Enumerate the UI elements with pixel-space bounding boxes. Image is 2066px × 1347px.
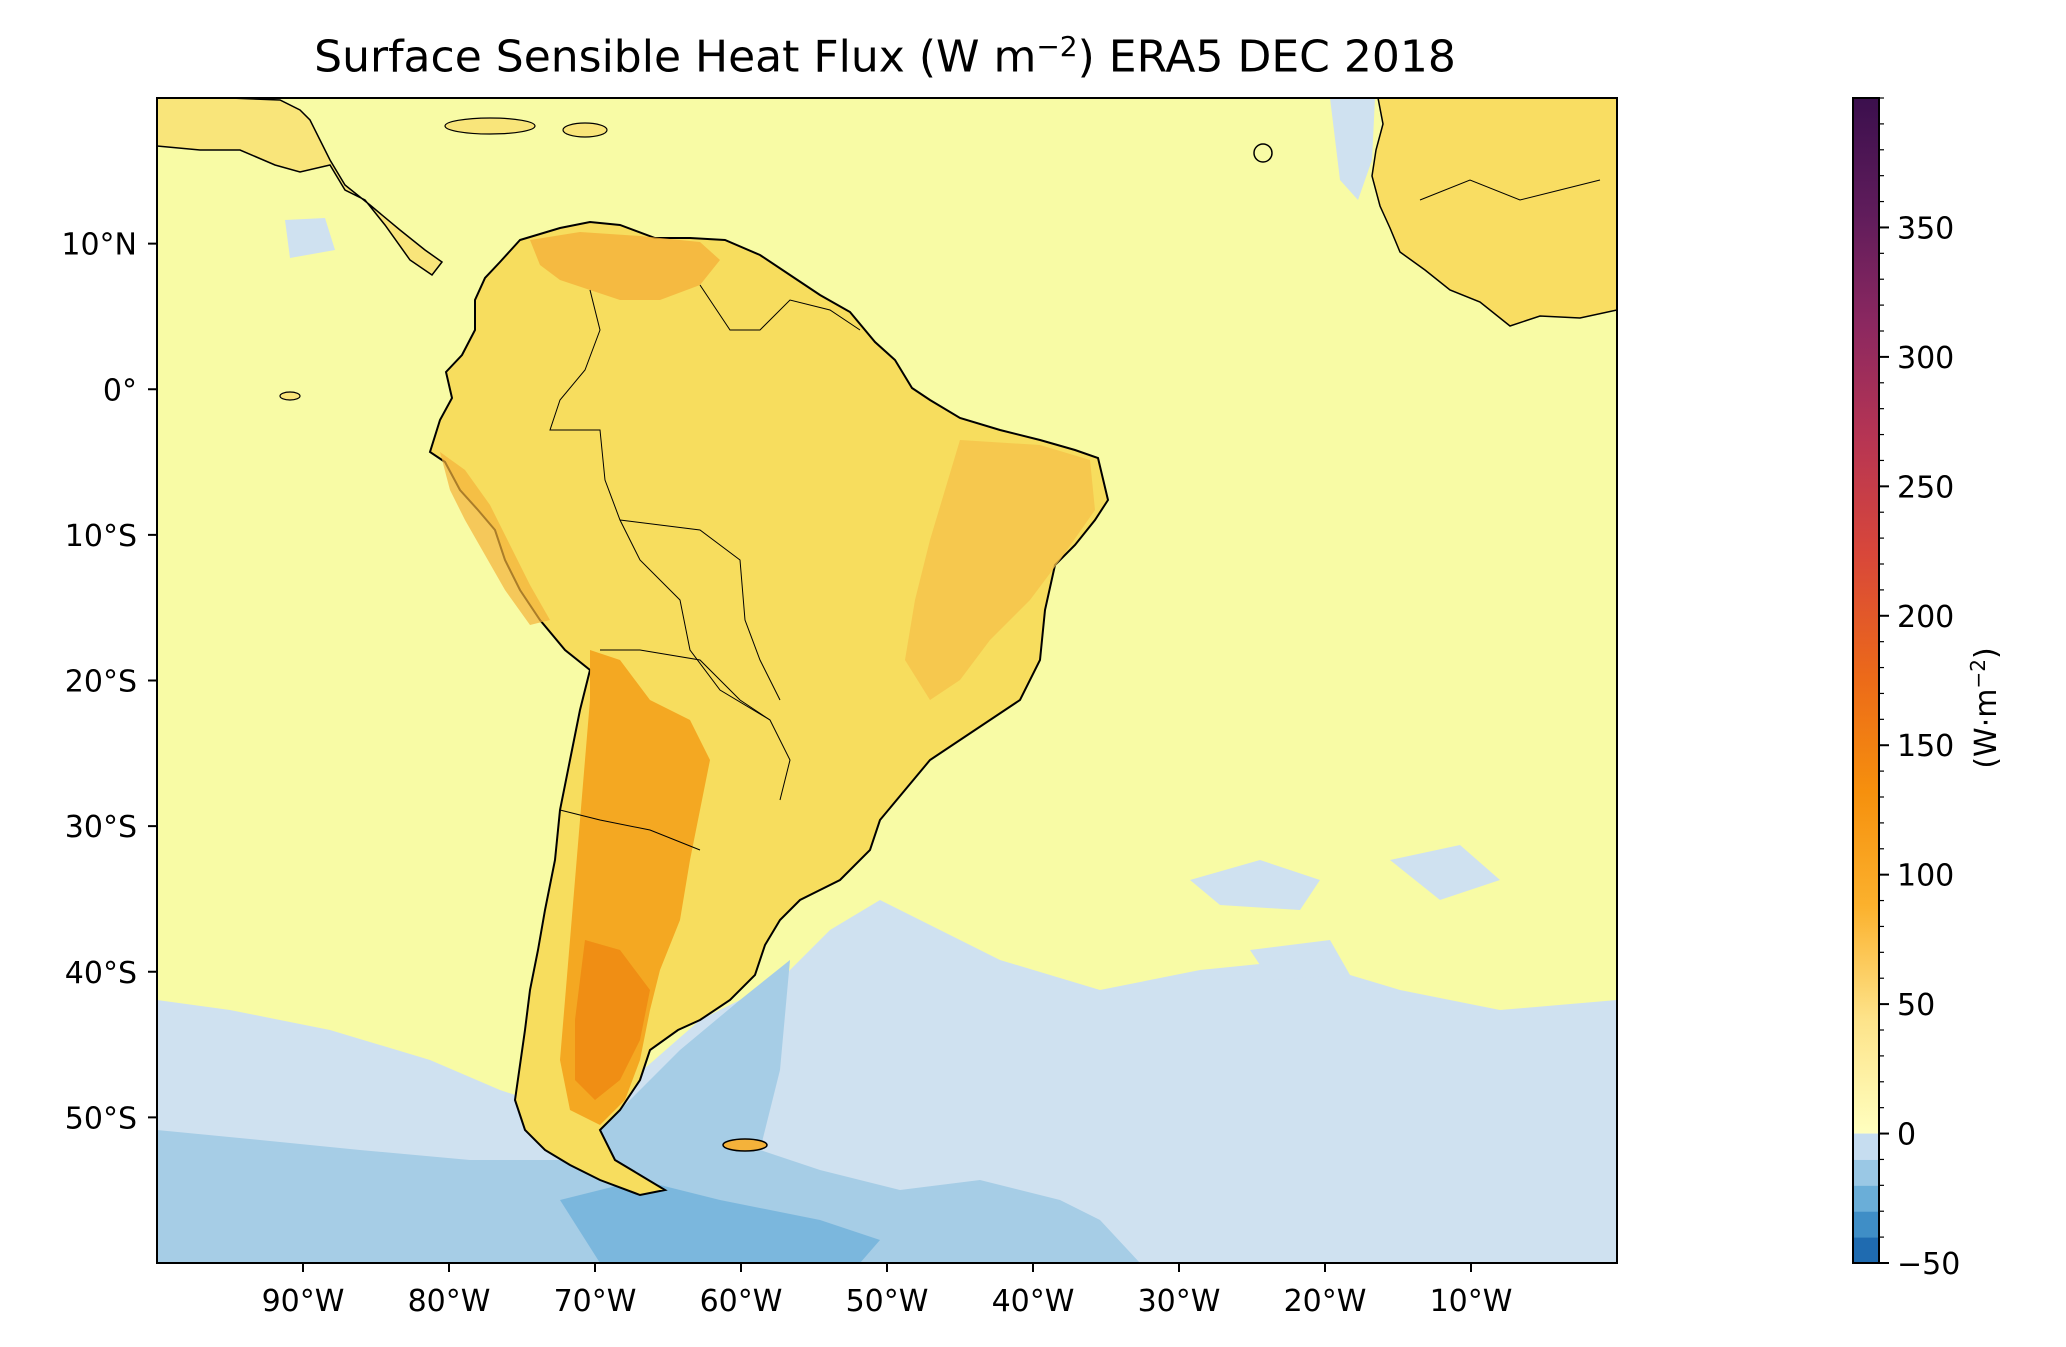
venezuela-llanos-warm (530, 232, 720, 300)
colorbar-ticks: −50 0 50 100 150 200 250 300 350 (1879, 97, 1960, 1282)
lon-tick-label: 30°W (1138, 1284, 1221, 1319)
colorbar-negative-band (1853, 1133, 1879, 1160)
central-america-land (157, 98, 444, 277)
colorbar-label-b: ) (1969, 647, 2004, 660)
lon-tick-label: 60°W (700, 1284, 783, 1319)
colorbar: −50 0 50 100 150 200 250 300 350 (1852, 97, 1960, 1282)
title-text-a: Surface Sensible Heat Flux (W m (314, 31, 1037, 83)
lon-tick-label: 10°W (1430, 1284, 1513, 1319)
brazil-highlands-warm (905, 440, 1095, 700)
colorbar-frame (1852, 97, 1880, 1264)
lat-tick-label: 20°S (65, 665, 137, 700)
colorbar-tick-label: 150 (1897, 729, 1954, 764)
colorbar-tick-label: −50 (1897, 1247, 1960, 1282)
south-atlantic-negative-patches (1190, 845, 1500, 980)
colorbar-negative-band (1853, 1159, 1879, 1186)
colorbar-tick-label: 350 (1897, 211, 1954, 246)
colorbar-tick-label: 300 (1897, 341, 1954, 376)
latitude-axis: 10°N 0° 10°S 20°S 30°S 40°S 50°S (61, 228, 157, 1136)
map-title: Surface Sensible Heat Flux (W m−2) ERA5 … (155, 30, 1615, 83)
lat-tick-label: 40°S (65, 956, 137, 991)
lat-tick-label: 10°S (65, 519, 137, 554)
lon-tick-label: 80°W (408, 1284, 491, 1319)
hispaniola-island (562, 122, 608, 138)
title-text-b: ) ERA5 DEC 2018 (1077, 31, 1456, 83)
drake-passage-negative (560, 1180, 880, 1263)
peru-coast-warm (440, 452, 550, 625)
patagonia-very-hot (575, 940, 650, 1100)
lon-tick-label: 40°W (992, 1284, 1075, 1319)
colorbar-negative-segment (1853, 1133, 1879, 1264)
lon-tick-label: 50°W (846, 1284, 929, 1319)
colorbar-tick-label: 50 (1897, 988, 1935, 1023)
lon-tick-label: 20°W (1284, 1284, 1367, 1319)
map-field (157, 98, 1617, 1263)
title-superscript: −2 (1036, 30, 1078, 63)
lat-tick-label: 50°S (65, 1101, 137, 1136)
colorbar-negative-band (1853, 1237, 1879, 1264)
colorbar-negative-band (1853, 1211, 1879, 1238)
cuba-island (444, 117, 536, 135)
lon-tick-label: 70°W (554, 1284, 637, 1319)
cape-verde-islands (1253, 143, 1273, 163)
colorbar-label-sup: −2 (1966, 659, 1990, 689)
west-africa-coast-negative (1330, 98, 1375, 200)
west-africa-land (1371, 98, 1617, 327)
lat-tick-label: 10°N (61, 228, 137, 263)
colorbar-label-a: (W·m (1969, 688, 2004, 769)
colorbar-tick-label: 100 (1897, 859, 1954, 894)
colorbar-tick-label: 200 (1897, 600, 1954, 635)
caribbean-negative-patch (285, 218, 335, 258)
galapagos-islands (279, 391, 301, 401)
longitude-axis: 90°W 80°W 70°W 60°W 50°W 40°W 30°W 20°W 10°W (262, 1263, 1513, 1319)
lat-tick-label: 30°S (65, 810, 137, 845)
colorbar-tick-label: 0 (1897, 1118, 1916, 1153)
lon-tick-label: 90°W (262, 1284, 345, 1319)
country-borders (549, 179, 1601, 851)
colorbar-negative-band (1853, 1185, 1879, 1212)
falkland-islands (722, 1138, 768, 1152)
lat-tick-label: 0° (103, 373, 137, 408)
colorbar-positive-segment (1853, 98, 1879, 1134)
colorbar-label: (W·m−2) (1966, 647, 2004, 768)
colorbar-tick-label: 250 (1897, 470, 1954, 505)
southern-ocean-strong-negative (157, 960, 1140, 1263)
